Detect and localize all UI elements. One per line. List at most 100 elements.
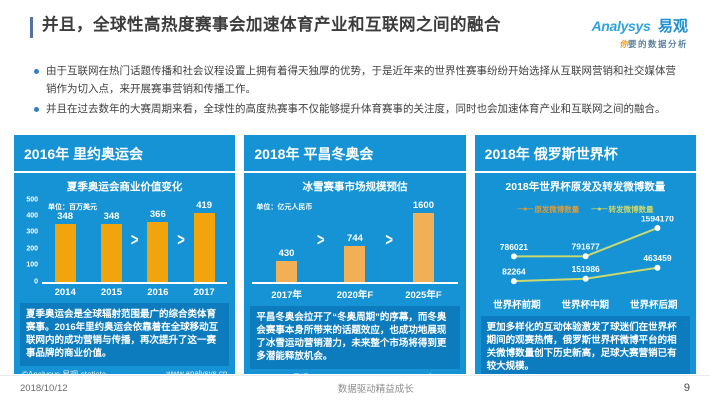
logo-brand: Analysys 易观 [591,15,688,36]
chart-title: 冰雪赛事市场规模预估 [302,180,408,193]
slide-footer: 2018/10/12 数据驱动精益成长 9 [0,375,710,400]
bar-value-label: 419 [196,199,213,211]
unit-label: 单位：亿元人民币 [256,203,313,211]
legend-marker-icon: —●— [517,205,533,213]
growth-chevron-icon: > [130,228,139,250]
x-axis-labels: 2017年 2020年F 2025年F [252,287,457,301]
y-axis-tick: 0 [34,278,38,286]
bar [100,224,122,282]
data-point-dot [510,277,517,284]
x-axis-label: 世界杯中期 [561,299,610,311]
x-axis-labels: 2014 2015 2016 2017 [42,287,227,298]
chart-title: 夏季奥运会商业价值变化 [66,180,183,193]
copyright-label: ©Analysys 易观-statista [22,369,106,374]
data-point-dot [510,252,517,259]
growth-chevron-icon: > [385,228,393,250]
weibo-line-chart: —●— 原发微博数量 —●— 转发微博数量 786021 791677 1594170 822… [483,200,688,311]
copyright-label: ©Analysys 易观 [252,372,308,374]
bullet-dot-icon [34,106,39,112]
bar-column: 419 [181,200,227,282]
analysys-logo: Analysys 易观 你要的数据分析 [591,15,694,50]
legend-marker-icon: —●— [591,205,607,213]
panel-russia-worldcup: 2018年 俄罗斯世界杯 2018年世界杯原发及转发微博数量 —●— 原发微博数量… [474,134,696,374]
bar [276,260,298,282]
bullet-item: 由于互联网在热门话题传播和社会议程设置上拥有着得天独厚的优势，于是近年来的世界性… [34,63,682,99]
x-axis-labels: 世界杯前期 世界杯中期 世界杯后期 [483,297,688,311]
bar-column: 1600 [389,200,457,282]
data-point-label: 791677 [571,241,600,251]
bar-value-label: 744 [347,232,363,244]
y-axis-tick: 400 [26,212,38,220]
data-point-dot [654,224,661,231]
bar-column: 430 [252,200,320,282]
chart-title: 2018年世界杯原发及转发微博数量 [505,180,666,193]
panel-title: 2018年 俄罗斯世界杯 [484,145,618,162]
y-axis-tick: 100 [26,261,38,269]
bullet-text: 并且在过去数年的大赛周期来看，全球性的高度热赛事不仅能够提升体育赛事的关注度，同… [46,102,666,115]
bar-value-label: 430 [278,247,295,259]
y-axis-tick: 200 [26,245,38,253]
panel-divider [14,170,236,173]
panel-footer: ©Analysys 易观-statista www.analysys.cn [14,366,235,374]
bullet-dot-icon [34,69,39,74]
panel-divider [244,170,466,173]
y-axis-tick: 300 [26,228,38,236]
bar-column: 744 [321,200,389,282]
logo-brand-en: Analysys [591,18,651,34]
legend-label: 转发微博数量 [608,204,654,214]
logo-tagline-accent: 你 [619,39,628,49]
website-label: www.analysys.cn [166,368,228,374]
bar [412,212,434,282]
data-point-label: 786021 [499,241,528,251]
bars-plot-area: 500 400 300 200 100 0 348 348 366 419 > > [26,196,228,285]
x-axis-label: 世界杯前期 [493,299,541,311]
bar-value-label: 366 [149,208,166,220]
title-accent-bar [30,17,33,38]
bars-plot-area: 430 744 1600 > > [252,200,458,284]
x-axis-label: 2015 [100,286,123,298]
panel-footer: ©Analysys 易观 www.analysys.cn [244,369,465,374]
bar-column: 366 [135,200,181,282]
bar [147,221,169,282]
data-point-dot [582,252,589,259]
rio-bar-chart: 单位：百万美元 500 400 300 200 100 0 348 348 366 419 > >201… [22,196,228,298]
panel-summary: 平昌冬奥会拉开了“冬奥周期”的序幕，而冬奥会赛事本身所带来的话题效应，也成功地展… [250,305,460,369]
legend-item: —●— 原发微博数量 [517,204,579,215]
x-axis-label: 世界杯后期 [629,299,678,311]
x-axis-label: 2025年F [405,289,442,301]
footer-slogan: 数据驱动精益成长 [337,384,414,395]
y-axis-tick: 500 [26,196,38,204]
logo-brand-cn: 易观 [657,18,688,35]
legend-label: 原发微博数量 [534,204,580,214]
data-point-label: 82264 [502,266,526,276]
winter-bar-chart: 单位：亿元人民币 430 744 1600 > >2017年 2020年F 2025年F [252,200,458,301]
bullet-list: 由于互联网在热门话题传播和社会议程设置上拥有着得天独厚的优势，于是近年来的世界性… [34,63,682,119]
logo-tagline: 你要的数据分析 [591,38,688,50]
panel-divider [474,170,696,173]
unit-label: 单位：百万美元 [48,203,97,211]
page-number: 9 [683,382,690,394]
growth-chevron-icon: > [316,228,325,250]
bar-value-label: 348 [103,211,120,223]
data-point-dot [582,275,589,282]
logo-tagline-rest: 要的数据分析 [627,39,688,49]
legend-item: —●— 转发微博数量 [591,204,653,215]
data-point-label: 1594170 [641,216,674,224]
x-axis-label: 2020年F [336,289,374,301]
bullet-item: 并且在过去数年的大赛周期来看，全球性的高度热赛事不仅能够提升体育赛事的关注度，同… [34,101,682,119]
bullet-text: 由于互联网在热门话题传播和社会议程设置上拥有着得天独厚的优势，于是近年来的世界性… [46,65,676,95]
bar-column: 348 [88,200,134,282]
bar-value-label: 1600 [412,199,434,211]
data-point-label: 151986 [571,264,600,274]
website-label: www.analysys.cn [397,372,458,374]
x-axis-label: 2017年 [271,289,302,301]
x-axis-label: 2017 [193,286,215,298]
bar-value-label: 348 [57,211,74,223]
x-axis-label: 2014 [54,286,76,298]
data-point-label: 463459 [643,253,672,263]
slide-header: 并且，全球性高热度赛事会加速体育产业和互联网之间的融合 Analysys 易观 … [0,0,710,50]
data-point-dot [654,264,661,271]
line-chart-canvas: 786021 791677 1594170 82264 151986 463459 [499,216,674,284]
bar [54,224,76,282]
